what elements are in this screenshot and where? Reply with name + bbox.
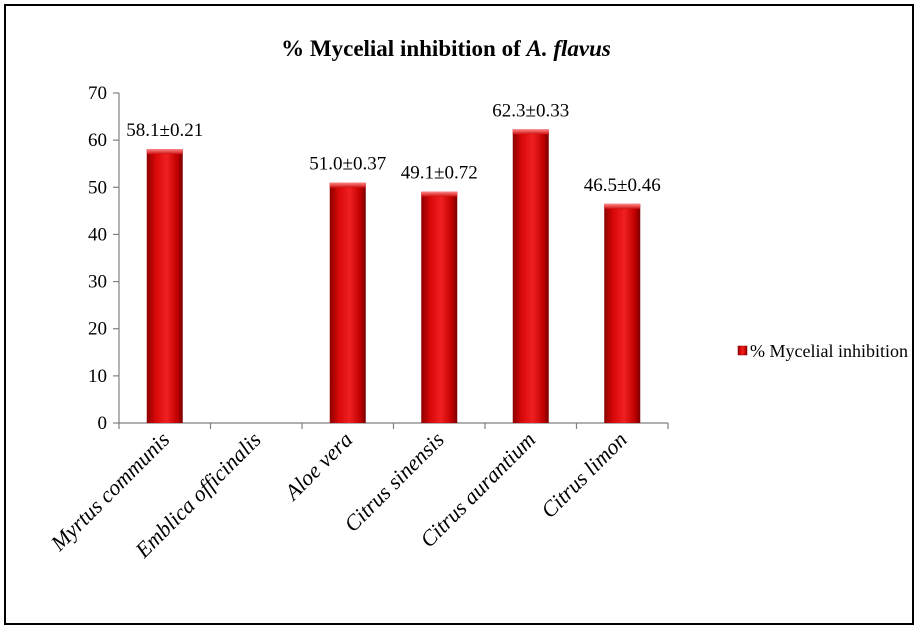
legend-label: % Mycelial inhibition xyxy=(750,341,908,361)
y-tick-label: 60 xyxy=(88,130,107,151)
bar xyxy=(604,203,641,423)
data-labels: 58.1±0.21 51.0±0.37 49.1±0.72 62.3±0.33 46.5… xyxy=(126,100,660,195)
data-label: 46.5±0.46 xyxy=(584,175,661,196)
bar-top xyxy=(512,129,549,135)
bar-body xyxy=(604,203,641,423)
bar xyxy=(512,129,549,424)
y-tick-label: 30 xyxy=(88,272,107,293)
bars xyxy=(146,129,641,424)
data-label: 58.1±0.21 xyxy=(126,120,203,141)
bar xyxy=(146,149,183,423)
x-ticks xyxy=(118,423,669,429)
legend: % Mycelial inhibition xyxy=(737,341,908,361)
chart-title: % Mycelial inhibition of A. flavus xyxy=(281,36,611,61)
y-tick-label: 20 xyxy=(88,319,107,340)
bar-body xyxy=(512,129,549,424)
category-label: Aloe vera xyxy=(278,427,357,506)
y-tick-label: 70 xyxy=(88,83,107,104)
bar-top xyxy=(329,182,366,188)
chart-title-italic: A. flavus xyxy=(525,36,611,61)
category-label: Citrus limon xyxy=(536,427,632,523)
bar-top xyxy=(604,203,641,209)
bar-body xyxy=(329,182,366,423)
y-ticks: 0 10 20 30 40 50 60 70 xyxy=(88,83,119,434)
y-tick-label: 40 xyxy=(88,224,107,245)
y-tick-label: 0 xyxy=(98,413,108,434)
data-label: 51.0±0.37 xyxy=(309,154,386,175)
chart-title-main: % Mycelial inhibition of xyxy=(281,36,526,61)
bar-top xyxy=(146,149,183,155)
bar-body xyxy=(421,191,458,423)
data-label: 62.3±0.33 xyxy=(492,100,569,121)
y-tick-label: 50 xyxy=(88,177,107,198)
bar xyxy=(329,182,366,423)
bar-body xyxy=(146,149,183,423)
data-label: 49.1±0.72 xyxy=(401,163,478,184)
y-tick-label: 10 xyxy=(88,366,107,387)
bar-top xyxy=(421,191,458,197)
legend-swatch xyxy=(737,345,748,356)
bar xyxy=(421,191,458,423)
